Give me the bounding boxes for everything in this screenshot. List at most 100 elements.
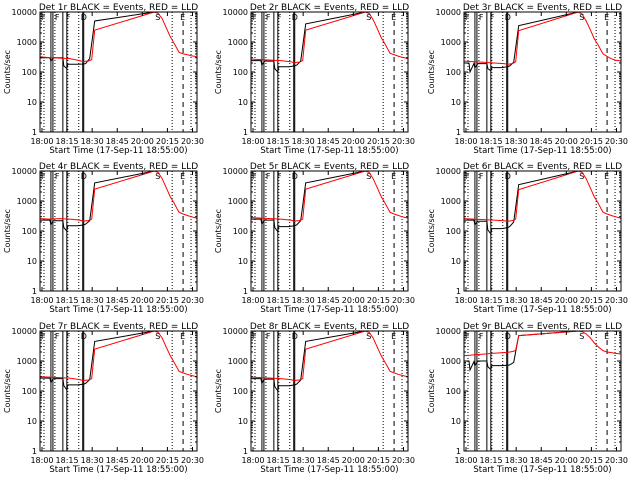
marker-label: F — [266, 13, 271, 22]
x-tick-label: 18:15 — [480, 296, 503, 305]
events-series — [464, 170, 579, 236]
marker-label: F — [252, 332, 257, 341]
x-tick-label: 18:45 — [106, 456, 129, 465]
marker-label: F — [55, 332, 60, 341]
x-tick-label: 20:30 — [605, 137, 628, 146]
y-tick-label: 1 — [32, 287, 37, 296]
marker-label: F — [266, 332, 271, 341]
marker-label: S — [366, 172, 371, 181]
marker-label: D — [81, 332, 87, 341]
marker-label: F — [41, 13, 46, 22]
marker-label: S — [579, 13, 584, 22]
x-axis-label: Start Time (17-Sep-11 18:55:00) — [260, 305, 398, 315]
marker-label: D — [292, 13, 298, 22]
y-axis-label: Counts/sec — [3, 369, 12, 413]
marker-label: E — [391, 332, 396, 341]
y-tick-label: 10000 — [436, 8, 461, 17]
lld-series — [463, 170, 622, 222]
y-tick-label: 10000 — [223, 327, 248, 336]
marker-label: F — [41, 172, 46, 181]
x-tick-label: 18:00 — [241, 456, 264, 465]
y-tick-label: 1 — [32, 447, 37, 456]
plot-frame — [250, 330, 409, 452]
x-tick-label: 20:15 — [367, 456, 390, 465]
y-tick-label: 10 — [451, 257, 461, 266]
marker-label: D — [81, 172, 87, 181]
y-tick-label: 1 — [243, 128, 248, 137]
y-axis-label: Counts/sec — [427, 209, 436, 253]
x-axis-label: Start Time (17-Sep-11 18:55:00) — [473, 146, 611, 156]
panel-title: Det 4r BLACK = Events, RED = LLD — [39, 162, 198, 172]
y-tick-label: 100 — [446, 387, 461, 396]
marker-label: F — [41, 332, 46, 341]
x-tick-label: 20:00 — [342, 137, 365, 146]
lld-series — [39, 170, 198, 222]
marker-label: S — [366, 332, 371, 341]
x-tick-label: 20:30 — [181, 456, 204, 465]
plot-frame — [463, 170, 622, 292]
marker-label: D — [292, 332, 298, 341]
marker-label: F — [479, 13, 484, 22]
marker-label: S — [579, 332, 584, 341]
y-tick-label: 1 — [456, 447, 461, 456]
x-tick-label: 20:00 — [555, 137, 578, 146]
x-tick-label: 18:00 — [241, 137, 264, 146]
marker-label: E — [604, 13, 609, 22]
plot-frame — [250, 11, 409, 133]
events-series — [251, 330, 366, 393]
y-axis-label: Counts/sec — [427, 50, 436, 94]
y-tick-label: 10000 — [436, 167, 461, 176]
y-tick-label: 10000 — [12, 327, 37, 336]
marker-label: F — [55, 172, 60, 181]
x-tick-label: 20:00 — [555, 456, 578, 465]
events-series — [40, 11, 155, 70]
plot-frame — [463, 11, 622, 133]
x-tick-label: 18:15 — [56, 137, 79, 146]
y-axis-label: Counts/sec — [214, 369, 223, 413]
y-axis-label: Counts/sec — [427, 369, 436, 413]
y-tick-label: 100 — [233, 387, 248, 396]
y-tick-label: 10000 — [436, 327, 461, 336]
x-tick-label: 18:00 — [454, 296, 477, 305]
x-tick-label: 18:30 — [292, 137, 315, 146]
x-tick-label: 18:30 — [81, 296, 104, 305]
x-tick-label: 18:00 — [30, 456, 53, 465]
x-tick-label: 18:15 — [56, 456, 79, 465]
marker-label: S — [366, 13, 371, 22]
x-tick-label: 20:00 — [131, 296, 154, 305]
panel-title: Det 9r BLACK = Events, RED = LLD — [463, 322, 622, 332]
x-tick-label: 20:30 — [392, 456, 415, 465]
marker-label: E — [604, 332, 609, 341]
marker-label: F — [490, 332, 495, 341]
x-tick-label: 18:00 — [454, 456, 477, 465]
y-tick-label: 10 — [238, 417, 248, 426]
y-tick-label: 1000 — [228, 38, 248, 47]
marker-label: F — [252, 172, 257, 181]
x-tick-label: 18:30 — [81, 137, 104, 146]
x-tick-label: 18:45 — [317, 137, 340, 146]
marker-label: F — [465, 172, 470, 181]
marker-label: F — [465, 332, 470, 341]
x-tick-label: 20:30 — [392, 137, 415, 146]
panel-title: Det 3r BLACK = Events, RED = LLD — [463, 3, 622, 13]
lld-series — [250, 11, 409, 64]
y-tick-label: 1 — [243, 447, 248, 456]
x-tick-label: 18:30 — [292, 456, 315, 465]
marker-label: E — [180, 332, 185, 341]
marker-label: S — [579, 172, 584, 181]
marker-label: F — [66, 332, 71, 341]
lld-series — [39, 330, 198, 382]
y-tick-label: 1000 — [17, 38, 37, 47]
marker-label: D — [505, 172, 511, 181]
x-tick-label: 20:15 — [156, 296, 179, 305]
y-tick-label: 100 — [233, 227, 248, 236]
x-axis-label: Start Time (17-Sep-11 18:55:00) — [473, 465, 611, 475]
x-tick-label: 18:15 — [480, 137, 503, 146]
lld-series — [463, 330, 622, 357]
events-series — [464, 11, 579, 74]
plot-frame — [250, 170, 409, 292]
